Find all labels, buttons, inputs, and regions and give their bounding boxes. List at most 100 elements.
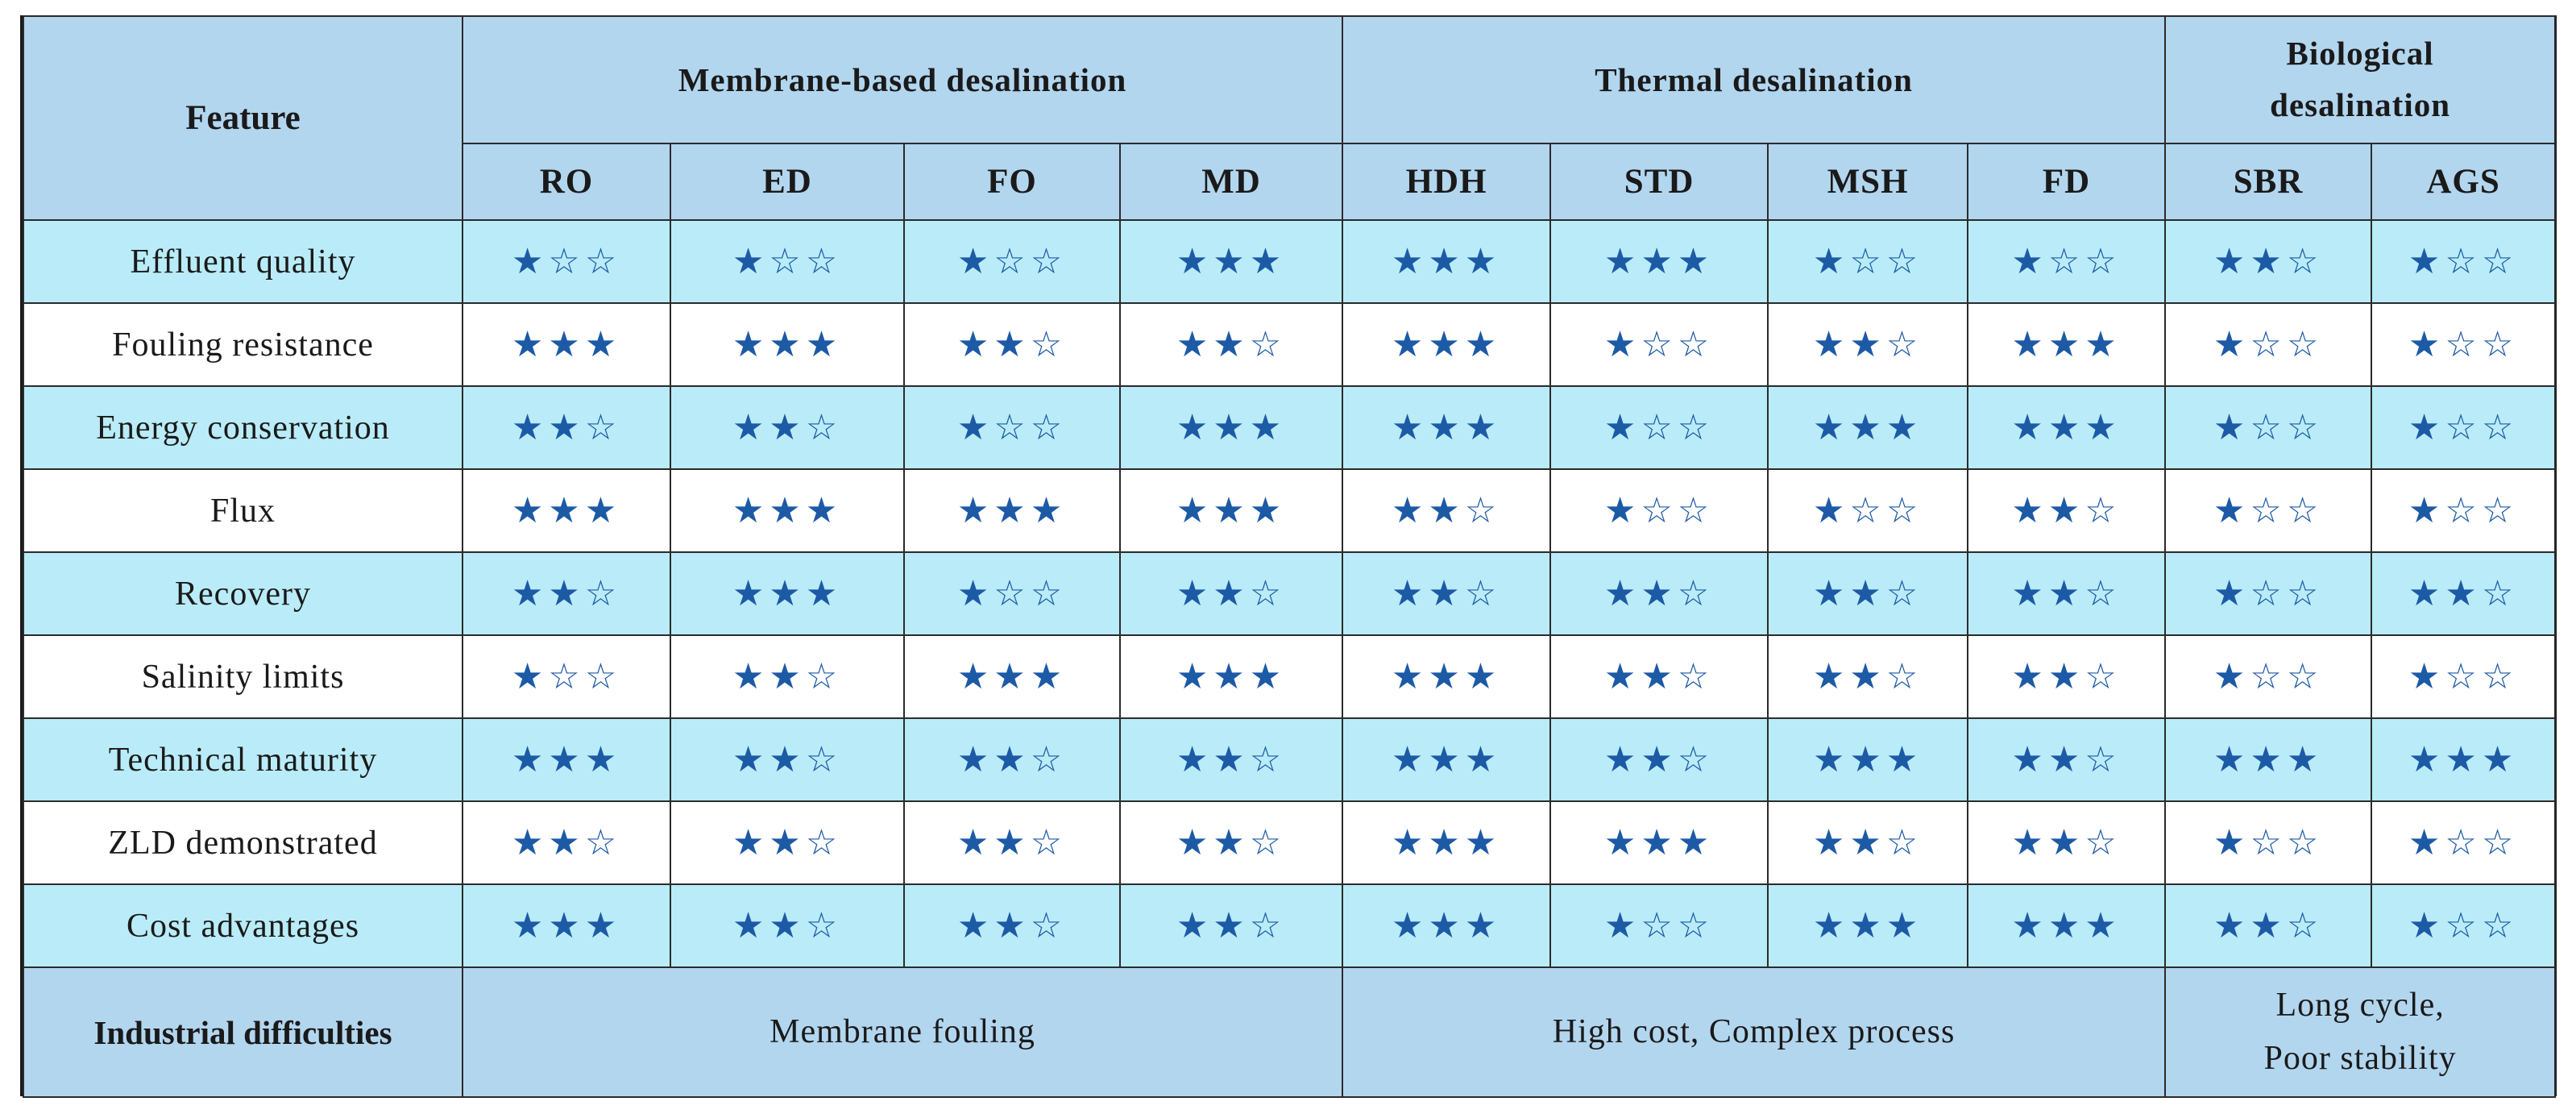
rating-cell-fd: ★★☆ bbox=[1967, 800, 2167, 885]
rating-cell-std: ★★★ bbox=[1549, 800, 1769, 885]
rating-cell-ro: ★★★ bbox=[462, 717, 671, 802]
group-header-biological: Biological desalination bbox=[2164, 15, 2557, 144]
star-rating-icon: ★☆☆ bbox=[2011, 241, 2122, 282]
table-row: Flux ★★★ ★★★ ★★★ ★★★ ★★☆ ★☆☆ ★☆☆ ★★☆ ★☆☆ ★☆☆ bbox=[23, 468, 2557, 553]
feature-label: Salinity limits bbox=[23, 634, 463, 719]
method-header-sbr: SBR bbox=[2164, 143, 2373, 221]
rating-cell-std: ★☆☆ bbox=[1549, 468, 1769, 553]
rating-cell-md: ★★★ bbox=[1118, 468, 1344, 553]
rating-cell-ed: ★★☆ bbox=[670, 634, 905, 719]
rating-cell-msh: ★☆☆ bbox=[1767, 468, 1969, 553]
star-rating-icon: ★★☆ bbox=[1391, 573, 1502, 614]
rating-cell-ags: ★☆☆ bbox=[2371, 385, 2557, 470]
feature-label: ZLD demonstrated bbox=[23, 800, 463, 885]
star-rating-icon: ★★☆ bbox=[1176, 324, 1287, 365]
table-row: Technical maturity ★★★ ★★☆ ★★☆ ★★☆ ★★★ ★★☆ ★★★ ★… bbox=[23, 717, 2557, 802]
rating-cell-ed: ★☆☆ bbox=[670, 219, 905, 304]
star-rating-icon: ★☆☆ bbox=[732, 241, 843, 282]
feature-label: Cost advantages bbox=[23, 883, 463, 968]
rating-cell-std: ★☆☆ bbox=[1549, 385, 1769, 470]
rating-cell-fd: ★★☆ bbox=[1967, 717, 2167, 802]
star-rating-icon: ★☆☆ bbox=[1603, 324, 1715, 365]
star-rating-icon: ★★☆ bbox=[2213, 905, 2324, 946]
star-rating-icon: ★★★ bbox=[1391, 822, 1502, 863]
rating-cell-sbr: ★★★ bbox=[2164, 717, 2373, 802]
rating-cell-fo: ★★☆ bbox=[903, 883, 1121, 968]
star-rating-icon: ★★☆ bbox=[2011, 573, 2122, 614]
rating-cell-md: ★★☆ bbox=[1118, 883, 1344, 968]
rating-cell-msh: ★★★ bbox=[1767, 883, 1969, 968]
star-rating-icon: ★★★ bbox=[511, 905, 622, 946]
rating-cell-fd: ★★★ bbox=[1967, 302, 2167, 387]
rating-cell-std: ★★☆ bbox=[1549, 551, 1769, 636]
star-rating-icon: ★★★ bbox=[1176, 656, 1287, 697]
rating-cell-msh: ★★☆ bbox=[1767, 634, 1969, 719]
feature-label: Fouling resistance bbox=[23, 302, 463, 387]
table-row: Effluent quality ★☆☆ ★☆☆ ★☆☆ ★★★ ★★★ ★★★ ★☆☆ ★☆☆… bbox=[23, 219, 2557, 304]
star-rating-icon: ★☆☆ bbox=[2213, 822, 2324, 863]
rating-cell-fd: ★★☆ bbox=[1967, 468, 2167, 553]
rating-cell-ed: ★★☆ bbox=[670, 717, 905, 802]
star-rating-icon: ★★★ bbox=[732, 324, 843, 365]
star-rating-icon: ★★★ bbox=[511, 324, 622, 365]
star-rating-icon: ★☆☆ bbox=[2213, 573, 2324, 614]
rating-cell-fo: ★☆☆ bbox=[903, 385, 1121, 470]
rating-cell-md: ★★☆ bbox=[1118, 551, 1344, 636]
star-rating-icon: ★☆☆ bbox=[2408, 490, 2519, 531]
rating-cell-std: ★★★ bbox=[1549, 219, 1769, 304]
rating-cell-fo: ★★★ bbox=[903, 468, 1121, 553]
star-rating-icon: ★★☆ bbox=[2011, 656, 2122, 697]
rating-cell-ags: ★☆☆ bbox=[2371, 302, 2557, 387]
star-rating-icon: ★★★ bbox=[2011, 407, 2122, 448]
rating-cell-std: ★★☆ bbox=[1549, 634, 1769, 719]
rating-cell-fo: ★★★ bbox=[903, 634, 1121, 719]
rating-cell-sbr: ★☆☆ bbox=[2164, 302, 2373, 387]
star-rating-icon: ★★☆ bbox=[732, 407, 843, 448]
rating-cell-md: ★★★ bbox=[1118, 385, 1344, 470]
rating-cell-fd: ★★☆ bbox=[1967, 551, 2167, 636]
rating-cell-md: ★★★ bbox=[1118, 219, 1344, 304]
table-row: Energy conservation ★★☆ ★★☆ ★☆☆ ★★★ ★★★ ★☆☆ ★★★… bbox=[23, 385, 2557, 470]
rating-cell-std: ★★☆ bbox=[1549, 717, 1769, 802]
star-rating-icon: ★★★ bbox=[1812, 407, 1923, 448]
rating-cell-fd: ★★★ bbox=[1967, 385, 2167, 470]
rating-cell-md: ★★☆ bbox=[1118, 302, 1344, 387]
rating-cell-msh: ★★★ bbox=[1767, 717, 1969, 802]
rating-rows: Effluent quality ★☆☆ ★☆☆ ★☆☆ ★★★ ★★★ ★★★ ★☆☆ ★☆☆… bbox=[23, 219, 2557, 968]
method-header-ro: RO bbox=[462, 143, 671, 221]
rating-cell-ro: ★★☆ bbox=[462, 385, 671, 470]
star-rating-icon: ★★☆ bbox=[1176, 739, 1287, 780]
rating-cell-ro: ★☆☆ bbox=[462, 219, 671, 304]
rating-cell-hdh: ★★★ bbox=[1342, 302, 1552, 387]
rating-cell-std: ★☆☆ bbox=[1549, 883, 1769, 968]
star-rating-icon: ★☆☆ bbox=[1603, 905, 1715, 946]
star-rating-icon: ★★★ bbox=[1391, 905, 1502, 946]
method-header-md: MD bbox=[1118, 143, 1344, 221]
rating-cell-fd: ★★☆ bbox=[1967, 634, 2167, 719]
star-rating-icon: ★★★ bbox=[1176, 490, 1287, 531]
star-rating-icon: ★★☆ bbox=[956, 822, 1068, 863]
star-rating-icon: ★★☆ bbox=[732, 739, 843, 780]
star-rating-icon: ★☆☆ bbox=[2213, 490, 2324, 531]
rating-cell-sbr: ★☆☆ bbox=[2164, 468, 2373, 553]
star-rating-icon: ★★☆ bbox=[1176, 573, 1287, 614]
rating-cell-ags: ★☆☆ bbox=[2371, 883, 2557, 968]
star-rating-icon: ★★☆ bbox=[2011, 490, 2122, 531]
rating-cell-ags: ★☆☆ bbox=[2371, 219, 2557, 304]
star-rating-icon: ★☆☆ bbox=[2408, 407, 2519, 448]
star-rating-icon: ★☆☆ bbox=[1603, 490, 1715, 531]
star-rating-icon: ★☆☆ bbox=[956, 573, 1068, 614]
difficulty-biological: Long cycle, Poor stability bbox=[2164, 966, 2557, 1098]
rating-cell-ro: ★☆☆ bbox=[462, 634, 671, 719]
rating-cell-std: ★☆☆ bbox=[1549, 302, 1769, 387]
star-rating-icon: ★★☆ bbox=[732, 822, 843, 863]
star-rating-icon: ★☆☆ bbox=[2213, 407, 2324, 448]
rating-cell-ro: ★★★ bbox=[462, 883, 671, 968]
rating-cell-hdh: ★★★ bbox=[1342, 800, 1552, 885]
star-rating-icon: ★★★ bbox=[1391, 241, 1502, 282]
rating-cell-fo: ★☆☆ bbox=[903, 219, 1121, 304]
star-rating-icon: ★★☆ bbox=[1812, 656, 1923, 697]
method-header-hdh: HDH bbox=[1342, 143, 1552, 221]
star-rating-icon: ★★☆ bbox=[1603, 573, 1715, 614]
rating-cell-md: ★★★ bbox=[1118, 634, 1344, 719]
